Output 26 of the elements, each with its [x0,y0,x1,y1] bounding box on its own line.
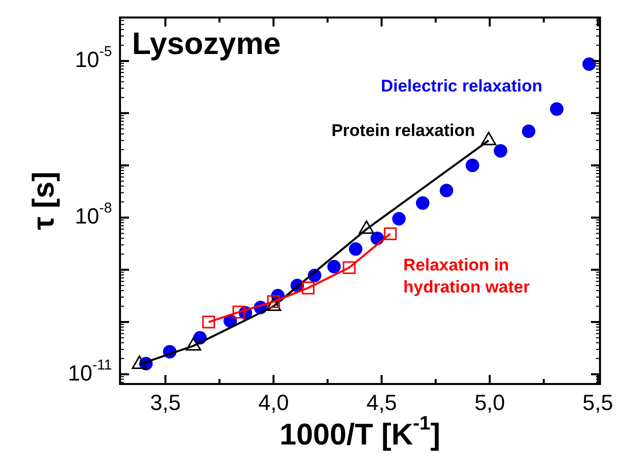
chart-title: Lysozyme [132,26,281,62]
point [416,196,430,210]
x-tick-label: 5,0 [474,390,506,416]
series-label: Relaxation in hydration water [403,255,530,296]
series-label: Dielectric relaxation [380,76,542,96]
series-label: Protein relaxation [331,120,476,140]
point [582,57,596,71]
point [494,144,508,158]
point [466,158,480,172]
y-axis-title: τ [s] [27,172,60,230]
point [348,242,362,256]
point [342,261,356,274]
point [522,124,536,138]
x-tick-label: 3,5 [150,390,181,416]
point [302,282,315,294]
point [327,260,341,274]
point [232,306,246,318]
point [550,102,564,116]
x-tick-label: 4,0 [258,390,289,416]
point [440,184,454,198]
x-tick-label: 4,5 [366,390,397,416]
point [392,212,406,226]
point [202,316,216,328]
point [267,295,280,308]
x-tick-label: 5,5 [582,390,614,416]
point [384,227,397,240]
